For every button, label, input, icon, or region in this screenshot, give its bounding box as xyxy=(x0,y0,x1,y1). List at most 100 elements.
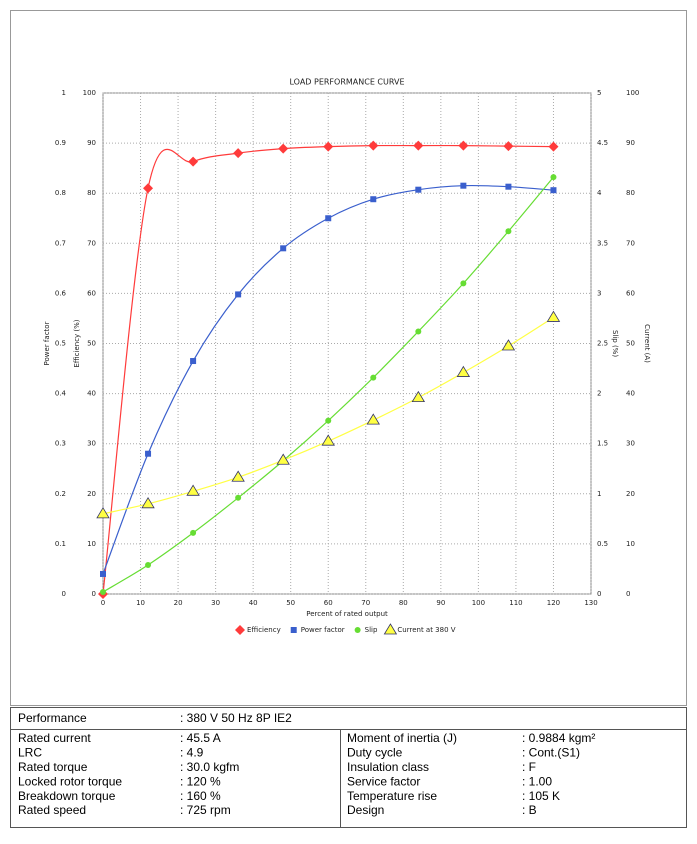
y-tick-label: 0.7 xyxy=(55,239,66,247)
y-tick-label: 0.8 xyxy=(55,189,66,197)
y-tick-label: 70 xyxy=(626,239,635,247)
marker xyxy=(411,390,426,403)
marker xyxy=(190,358,197,365)
marker xyxy=(505,228,512,235)
marker xyxy=(145,561,152,568)
marker xyxy=(550,187,557,194)
y-tick-label: 90 xyxy=(87,139,96,147)
y-tick-label: 20 xyxy=(87,490,96,498)
table-label: Insulation class xyxy=(347,760,429,774)
y-tick-label: 70 xyxy=(87,239,96,247)
x-axis-label: Percent of rated output xyxy=(306,610,388,618)
y-tick-label: 0.4 xyxy=(55,390,67,398)
marker xyxy=(188,156,199,167)
marker xyxy=(233,148,244,159)
marker xyxy=(235,291,242,298)
series-line xyxy=(102,176,554,593)
y-axis-label: Slip (%) xyxy=(611,330,619,357)
x-tick-label: 10 xyxy=(136,599,145,607)
y-axis-label: Efficiency (%) xyxy=(73,319,81,367)
marker xyxy=(456,365,471,377)
series-line xyxy=(102,184,554,575)
table-value: : 30.0 kgfm xyxy=(180,760,239,774)
table-label: Temperature rise xyxy=(347,789,437,803)
y-tick-label: 80 xyxy=(87,189,96,197)
y-tick-label: 0.2 xyxy=(55,490,66,498)
marker xyxy=(231,470,245,482)
x-tick-label: 30 xyxy=(211,599,220,607)
y-tick-label: 50 xyxy=(626,340,635,348)
chart-title: LOAD PERFORMANCE CURVE xyxy=(289,78,404,87)
table-label: Breakdown torque xyxy=(18,789,116,803)
y-tick-label: 30 xyxy=(626,440,635,448)
y-tick-label: 60 xyxy=(626,289,635,297)
y-tick-label: 80 xyxy=(626,189,635,197)
y-tick-label: 2 xyxy=(597,390,601,398)
y-tick-label: 0.9 xyxy=(55,139,66,147)
x-tick-label: 0 xyxy=(101,599,105,607)
marker xyxy=(96,507,110,519)
y-tick-label: 0.1 xyxy=(55,540,66,548)
y-tick-label: 2.5 xyxy=(597,340,608,348)
table-label: Locked rotor torque xyxy=(18,774,122,788)
marker xyxy=(368,140,379,151)
marker xyxy=(370,196,377,203)
marker xyxy=(145,450,152,457)
table-value: : B xyxy=(522,803,537,817)
y-tick-label: 10 xyxy=(626,540,635,548)
y-tick-label: 3 xyxy=(597,289,601,297)
table-value: : 380 V 50 Hz 8P IE2 xyxy=(180,711,292,725)
legend-label: Power factor xyxy=(301,626,345,634)
marker xyxy=(280,245,287,252)
y-tick-label: 0 xyxy=(92,590,96,598)
marker xyxy=(325,417,332,424)
marker xyxy=(276,453,290,465)
marker xyxy=(278,143,289,154)
y-tick-label: 4.5 xyxy=(597,139,608,147)
legend-label: Slip xyxy=(365,626,378,634)
y-tick-label: 0 xyxy=(597,590,601,598)
x-tick-label: 130 xyxy=(584,599,597,607)
y-tick-label: 50 xyxy=(87,340,96,348)
table-value: : 105 K xyxy=(522,789,560,803)
table-value: : 160 % xyxy=(180,789,221,803)
marker xyxy=(505,183,512,190)
table-value: : 45.5 A xyxy=(180,731,221,745)
y-tick-label: 5 xyxy=(597,89,601,97)
marker xyxy=(458,140,469,151)
y-tick-label: 0.5 xyxy=(597,540,608,548)
marker xyxy=(413,140,424,151)
y-tick-label: 0.3 xyxy=(55,440,66,448)
x-tick-label: 90 xyxy=(436,599,445,607)
x-tick-label: 100 xyxy=(472,599,485,607)
table-label: LRC xyxy=(18,746,42,760)
marker xyxy=(141,497,155,509)
marker xyxy=(501,339,516,351)
marker xyxy=(415,328,422,335)
table-value: : Cont.(S1) xyxy=(522,746,580,760)
marker xyxy=(460,182,467,189)
y-axis-label: Current (A) xyxy=(643,324,651,363)
table-label: Service factor xyxy=(347,774,420,788)
x-tick-label: 60 xyxy=(324,599,333,607)
y-tick-label: 0 xyxy=(62,590,66,598)
marker xyxy=(100,588,106,595)
legend-label: Efficiency xyxy=(247,626,281,634)
y-tick-label: 0.6 xyxy=(55,289,67,297)
x-tick-label: 50 xyxy=(286,599,295,607)
marker xyxy=(383,623,398,635)
marker xyxy=(325,215,332,222)
table-label: Rated current xyxy=(18,731,91,745)
y-tick-label: 10 xyxy=(87,540,96,548)
table-label: Rated speed xyxy=(18,803,86,817)
marker xyxy=(415,186,422,193)
marker xyxy=(503,141,514,152)
chart-frame xyxy=(10,10,687,706)
y-tick-label: 4 xyxy=(597,189,602,197)
y-tick-label: 3.5 xyxy=(597,239,608,247)
table-value: : 0.9884 kgm² xyxy=(522,731,595,745)
y-tick-label: 0.5 xyxy=(55,340,66,348)
y-axis-label: Power factor xyxy=(43,321,51,365)
table-value: : 120 % xyxy=(180,774,221,788)
